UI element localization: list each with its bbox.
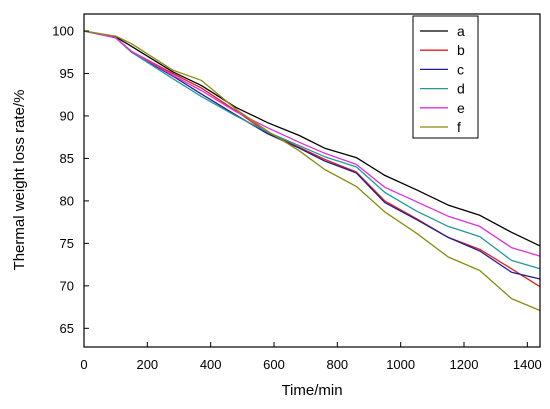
x-tick-label: 1000 bbox=[386, 357, 415, 372]
y-tick-label: 75 bbox=[60, 236, 74, 251]
x-tick-label: 600 bbox=[263, 357, 285, 372]
legend-item-a: a bbox=[420, 23, 465, 39]
x-tick-label: 1400 bbox=[513, 357, 542, 372]
y-tick-label: 100 bbox=[52, 23, 74, 38]
y-axis-label: Thermal weight loss rate/% bbox=[11, 90, 28, 271]
axis-ticks: 0 200 400 600 800 1000 1200 1400 65 70 75 80 85 90 95 1… bbox=[52, 23, 541, 372]
x-tick-label: 0 bbox=[80, 357, 87, 372]
y-tick-label: 95 bbox=[60, 66, 74, 81]
series-line-d bbox=[83, 30, 541, 270]
legend-label: d bbox=[457, 81, 465, 97]
series-line-f bbox=[83, 30, 541, 312]
x-axis-label: Time/min bbox=[281, 382, 342, 399]
y-tick-label: 85 bbox=[60, 151, 74, 166]
legend-label: c bbox=[457, 61, 464, 77]
legend-item-b: b bbox=[420, 42, 465, 58]
y-tick-label: 80 bbox=[60, 193, 74, 208]
series-layer bbox=[83, 30, 541, 312]
y-tick-label: 70 bbox=[60, 278, 74, 293]
legend-box bbox=[412, 15, 479, 139]
legend-label: f bbox=[457, 119, 461, 135]
series-line-c bbox=[83, 30, 541, 280]
x-tick-label: 400 bbox=[200, 357, 222, 372]
series-line-a bbox=[83, 30, 541, 247]
y-tick-label: 65 bbox=[60, 321, 74, 336]
legend-item-f: f bbox=[420, 119, 461, 135]
y-tick-label: 90 bbox=[60, 108, 74, 123]
legend-item-c: c bbox=[420, 61, 464, 77]
plot-frame bbox=[83, 13, 541, 348]
legend-label: a bbox=[457, 23, 465, 39]
x-tick-label: 1200 bbox=[450, 357, 479, 372]
legend-label: b bbox=[457, 42, 465, 58]
series-line-e bbox=[83, 30, 541, 257]
x-tick-label: 800 bbox=[326, 357, 348, 372]
x-tick-label: 200 bbox=[136, 357, 158, 372]
legend-label: e bbox=[457, 100, 465, 116]
legend-item-d: d bbox=[420, 81, 465, 97]
legend-item-e: e bbox=[420, 100, 465, 116]
series-line-b bbox=[83, 30, 541, 288]
